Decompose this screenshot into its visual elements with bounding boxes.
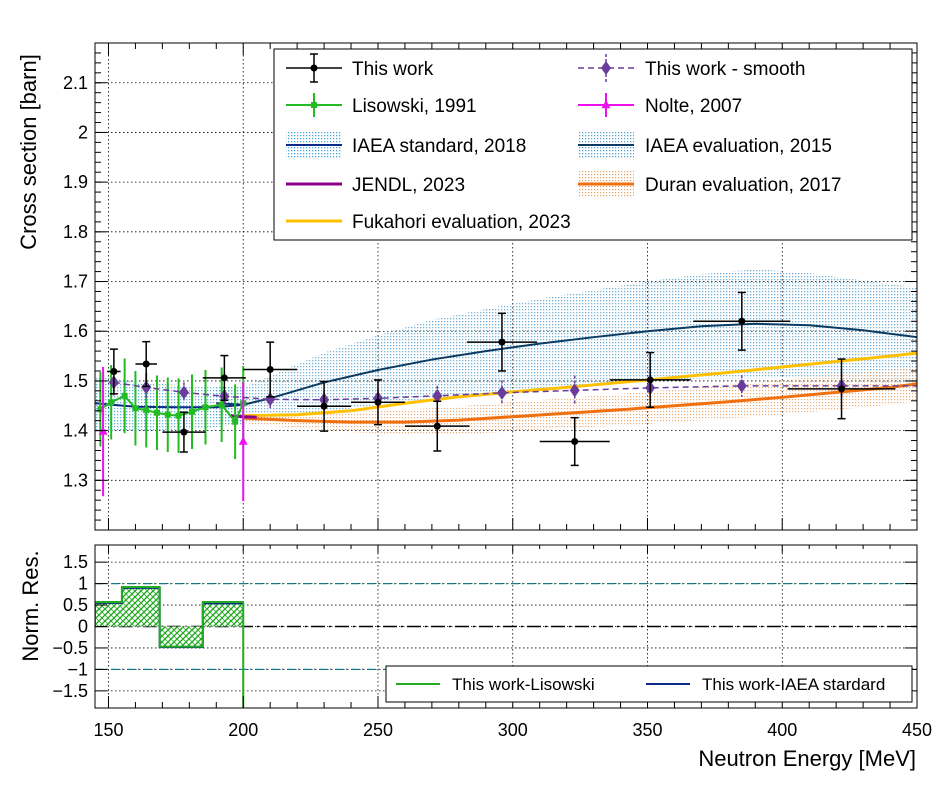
bottom-y-axis-label: Norm. Res. — [18, 550, 43, 661]
smooth-point — [432, 388, 443, 403]
legend-label-jendl: JENDL, 2023 — [352, 175, 465, 196]
bottom-y-tick-label: −0.5 — [52, 638, 88, 658]
legend-label-this-work: This work — [352, 59, 434, 80]
x-tick-label: 400 — [767, 720, 797, 740]
this-work-point — [838, 385, 846, 393]
this-work-point — [571, 438, 579, 446]
this-work-point — [220, 374, 228, 382]
residual-lisowski-bar — [159, 626, 203, 647]
legend-label-fukahori: Fukahori evaluation, 2023 — [352, 212, 571, 233]
iaea-standard-curve — [95, 402, 244, 409]
bottom-y-tick-label: 0 — [78, 617, 88, 637]
lisowski-point — [232, 418, 239, 425]
bottom-legend: This work-Lisowski This work-IAEA stardar… — [385, 665, 913, 703]
top-y-tick-label: 1.5 — [63, 371, 88, 391]
legend-label-iaea-eval: IAEA evaluation, 2015 — [645, 136, 832, 157]
x-tick-label: 350 — [632, 720, 662, 740]
smooth-point — [265, 392, 276, 407]
smooth-point — [141, 380, 152, 395]
lisowski-point — [164, 411, 171, 418]
this-work-point — [266, 365, 274, 373]
smooth-point — [736, 378, 747, 393]
bottom-panel: 150 200 250 300 350 400 450−1.5−1−0.500.511.5 … — [18, 544, 932, 771]
nolte-point — [238, 436, 248, 445]
lisowski-point — [97, 406, 104, 413]
lisowski-point — [132, 405, 139, 412]
legend-label-lisowski: Lisowski, 1991 — [352, 96, 477, 117]
smooth-point — [496, 385, 507, 400]
smooth-line — [113, 381, 917, 401]
top-y-tick-label: 1.6 — [63, 321, 88, 341]
lisowski-point — [108, 399, 115, 406]
this-work-point — [320, 402, 328, 410]
this-work-point — [646, 376, 654, 384]
top-y-tick-label: 1.7 — [63, 272, 88, 292]
this-work-point — [374, 398, 382, 406]
residual-lisowski-bar — [121, 587, 160, 627]
lisowski-point — [218, 401, 225, 408]
lisowski-point — [143, 407, 150, 414]
x-tick-label: 300 — [498, 720, 528, 740]
top-legend: This work This work - smooth Lisowski, 199… — [273, 48, 913, 241]
lisowski-point — [202, 404, 209, 411]
duran-evaluation-curve — [243, 382, 917, 424]
smooth-point — [569, 383, 580, 398]
top-y-tick-label: 1.4 — [63, 421, 88, 441]
bottom-y-tick-label: 1 — [78, 574, 88, 594]
legend-label-nolte: Nolte, 2007 — [645, 96, 742, 117]
top-plot-area — [95, 269, 917, 502]
top-y-tick-label: 1.9 — [63, 172, 88, 192]
bottom-y-tick-label: 0.5 — [63, 595, 88, 615]
legend-smooth-marker — [601, 61, 611, 75]
top-y-tick-label: 2 — [78, 122, 88, 142]
bottom-axis-ticks: 150 200 250 300 350 400 450 −1.5−1−0.500.511.5 — [52, 545, 932, 740]
x-tick-label: 250 — [363, 720, 393, 740]
legend-res-iaea-label: This work-IAEA stardard — [702, 675, 885, 694]
top-y-tick-label: 1.3 — [63, 470, 88, 490]
legend-nolte-marker — [601, 99, 611, 109]
x-tick-label: 150 — [93, 720, 123, 740]
top-y-tick-label: 2.1 — [63, 73, 88, 93]
top-panel: 1.3 1.4 1.5 1.6 1.7 1.8 1.9 2 2.1 Cross section … — [16, 42, 918, 531]
lisowski-point — [121, 392, 128, 399]
bottom-y-tick-label: −1.5 — [52, 681, 88, 701]
this-work-point — [433, 422, 441, 430]
lisowski-point — [175, 412, 182, 419]
bottom-y-tick-label: −1 — [67, 659, 88, 679]
smooth-point — [178, 385, 189, 400]
fukahori-evaluation-curve — [243, 351, 917, 418]
bottom-y-tick-label: 1.5 — [63, 552, 88, 572]
legend-label-this-work-smooth: This work - smooth — [645, 59, 805, 80]
this-work-point — [110, 367, 118, 375]
residual-lisowski-bar — [95, 602, 122, 627]
top-axis-ticks: 1.3 1.4 1.5 1.6 1.7 1.8 1.9 2 2.1 — [63, 43, 918, 530]
x-tick-label: 450 — [902, 720, 932, 740]
top-y-axis-label: Cross section [barn] — [16, 54, 41, 250]
x-tick-label: 200 — [228, 720, 258, 740]
iaea-evaluation-curve — [216, 322, 917, 406]
top-frame — [94, 42, 918, 531]
legend-res-lisowski-label: This work-Lisowski — [452, 675, 595, 694]
top-y-tick-label: 1.8 — [63, 222, 88, 242]
lisowski-point — [153, 409, 160, 416]
residual-lisowski-bar — [202, 602, 244, 627]
lisowski-point — [189, 408, 196, 415]
legend-label-iaea-std: IAEA standard, 2018 — [352, 136, 526, 157]
bottom-plot-area — [95, 583, 917, 708]
residual-lisowski-line — [95, 586, 244, 648]
this-work-point — [142, 360, 150, 368]
legend-lisowski-marker — [311, 102, 317, 108]
legend-this-work-marker — [310, 64, 318, 72]
duran-evaluation-band — [243, 366, 917, 435]
x-axis-label: Neutron Energy [MeV] — [698, 746, 916, 771]
this-work-point — [498, 338, 506, 346]
this-work-point — [180, 428, 188, 436]
this-work-point — [738, 317, 746, 325]
legend-label-duran: Duran evaluation, 2017 — [645, 175, 841, 196]
